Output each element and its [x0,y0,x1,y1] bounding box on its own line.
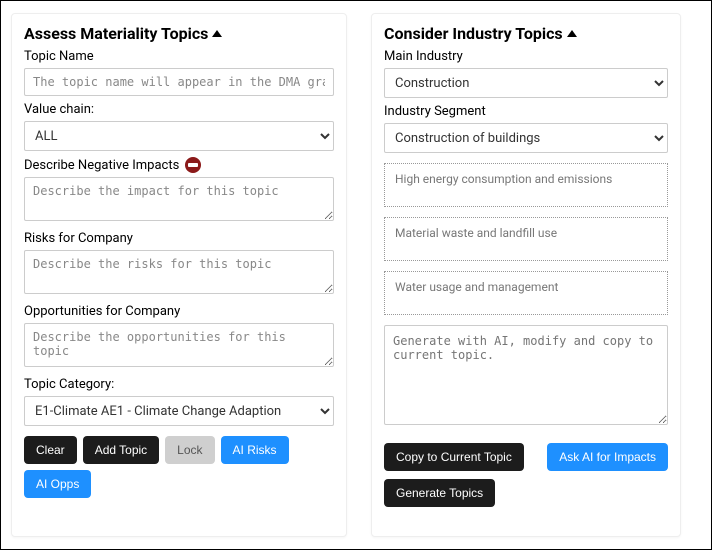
add-topic-button[interactable]: Add Topic [83,436,159,464]
ask-ai-for-impacts-button[interactable]: Ask AI for Impacts [547,443,668,471]
consider-industry-panel: Consider Industry Topics Main Industry C… [371,13,681,537]
consider-industry-title: Consider Industry Topics [384,24,563,43]
suggestion-item[interactable]: High energy consumption and emissions [384,163,668,207]
no-entry-icon [185,157,201,173]
negative-impacts-textarea[interactable] [24,177,334,221]
lock-button[interactable]: Lock [165,436,214,464]
negative-impacts-text: Describe Negative Impacts [24,158,179,173]
risks-textarea[interactable] [24,250,334,294]
assess-materiality-header[interactable]: Assess Materiality Topics [24,24,334,43]
value-chain-label: Value chain: [24,102,334,117]
generate-textarea[interactable] [384,325,668,425]
left-button-row: Clear Add Topic Lock AI Risks AI Opps [24,436,334,498]
topic-category-label: Topic Category: [24,377,334,392]
topic-category-select[interactable]: E1-Climate AE1 - Climate Change Adaption [24,396,334,426]
copy-to-current-topic-button[interactable]: Copy to Current Topic [384,443,524,471]
main-industry-select[interactable]: Construction [384,68,668,98]
value-chain-select[interactable]: ALL [24,121,334,151]
ai-risks-button[interactable]: AI Risks [221,436,289,464]
suggestion-item[interactable]: Material waste and landfill use [384,217,668,261]
assess-materiality-panel: Assess Materiality Topics Topic Name Val… [11,13,347,537]
chevron-up-icon [212,30,222,37]
generate-topics-button[interactable]: Generate Topics [384,479,495,507]
clear-button[interactable]: Clear [24,436,77,464]
opportunities-textarea[interactable] [24,323,334,367]
main-industry-label: Main Industry [384,49,668,64]
topic-name-input[interactable] [24,68,334,96]
topic-name-label: Topic Name [24,49,334,64]
industry-segment-label: Industry Segment [384,104,668,119]
consider-industry-header[interactable]: Consider Industry Topics [384,24,668,43]
right-button-row-2: Generate Topics [384,479,668,507]
right-button-row-1: Copy to Current Topic Ask AI for Impacts [384,443,668,471]
negative-impacts-label: Describe Negative Impacts [24,157,334,173]
ai-opps-button[interactable]: AI Opps [24,470,91,498]
industry-segment-select[interactable]: Construction of buildings [384,123,668,153]
opportunities-label: Opportunities for Company [24,304,334,319]
assess-materiality-title: Assess Materiality Topics [24,24,208,43]
suggestion-item[interactable]: Water usage and management [384,271,668,315]
chevron-up-icon [567,30,577,37]
risks-label: Risks for Company [24,231,334,246]
